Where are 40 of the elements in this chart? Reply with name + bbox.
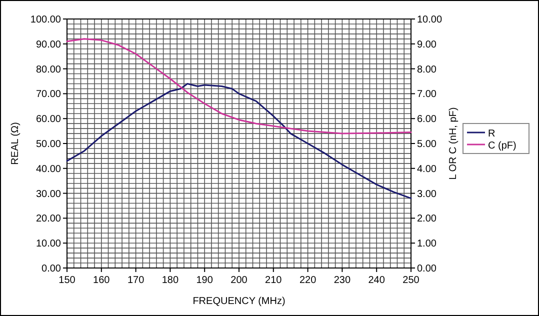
x-tick-label: 170 [127,275,145,286]
y-axis-title: REAL (Ω) [10,122,21,165]
line-series [66,82,412,200]
x-tick-label: 240 [368,275,386,286]
y2-tick-label: 1.00 [417,238,437,250]
x-tick-label: 210 [265,275,282,286]
x-tick-label: 190 [196,275,214,286]
y2-tick-label: 3.00 [417,188,437,200]
y-tick-label: 90.00 [36,39,62,50]
y2-tick-label: 0.00 [417,264,437,274]
x-axis-title: FREQUENCY (MHz) [192,296,286,307]
x-tick-label: 180 [162,275,179,286]
y-tick-label: 100.00 [30,14,62,26]
x-tick-label: 220 [299,275,317,286]
y2-tick-label: 2.00 [417,214,437,225]
y2-axis-title: L OR C (nH, pF) [448,107,459,180]
y2-tick-label: 5.00 [417,139,437,150]
y-tick-label: 70.00 [36,89,62,100]
y2-tick-label: 10.00 [417,14,442,26]
y-tick-label: 60.00 [36,114,62,126]
legend-label: C (pF) [488,140,516,152]
y-tick-label: 0.00 [42,264,62,274]
legend-label: R [488,128,496,140]
x-tick-label: 160 [93,275,110,286]
x-tick-label: 200 [230,275,248,286]
y2-tick-label: 4.00 [417,164,437,175]
y-tick-label: 20.00 [36,214,62,225]
y-tick-label: 80.00 [36,64,62,76]
y2-tick-label: 6.00 [417,114,437,126]
x-tick-label: 250 [402,275,420,286]
line-series [66,38,412,134]
y2-tick-label: 7.00 [417,89,437,100]
y-tick-label: 30.00 [36,188,62,200]
x-tick-label: 150 [58,275,76,286]
x-tick-label: 230 [334,275,351,286]
y-tick-label: 10.00 [36,238,62,250]
y-tick-label: 40.00 [36,164,62,175]
y2-tick-label: 9.00 [417,39,437,50]
y-tick-label: 50.00 [36,139,62,150]
y2-tick-label: 8.00 [417,64,437,76]
